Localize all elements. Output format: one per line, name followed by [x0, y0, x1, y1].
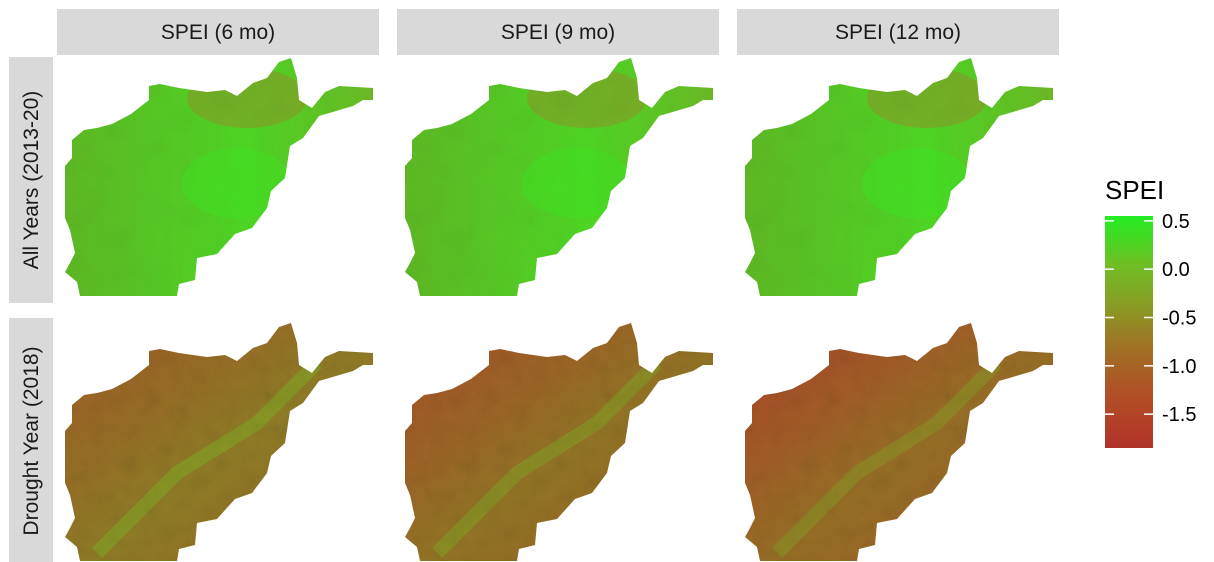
legend-tick-label: -1.0	[1162, 356, 1196, 378]
strip-background	[397, 9, 719, 55]
row-strip-1: All Years (2013-20)	[9, 57, 53, 303]
strip-background	[9, 57, 53, 303]
legend-tick-label: 0.5	[1162, 211, 1190, 233]
row-label: All Years (2013-20)	[20, 91, 43, 270]
row-label: Drought Year (2018)	[20, 346, 43, 535]
column-label: SPEI (9 mo)	[501, 21, 615, 44]
strip-background	[57, 9, 379, 55]
map-panel-r2-c3	[745, 323, 1053, 561]
strip-background	[737, 9, 1059, 55]
map-panels	[65, 58, 1053, 561]
row-strips: All Years (2013-20) Drought Year (2018)	[9, 57, 53, 562]
column-label: SPEI (12 mo)	[835, 21, 961, 44]
map-panel-r1-c1	[65, 58, 373, 296]
row-strip-2: Drought Year (2018)	[9, 318, 53, 562]
raster-texture	[745, 323, 1053, 561]
legend-tick-label: 0.0	[1162, 259, 1190, 281]
column-strips: SPEI (6 mo) SPEI (9 mo) SPEI (12 mo)	[57, 9, 1059, 55]
legend-title: SPEI	[1105, 175, 1164, 205]
column-strip-3: SPEI (12 mo)	[737, 9, 1059, 55]
legend-ticks: 0.5 0.0 -0.5 -1.0 -1.5	[1105, 211, 1196, 426]
legend: SPEI 0.5 0.0 -0.5 -1.0 -1.5	[1105, 175, 1196, 448]
map-panel-r2-c2	[405, 323, 713, 561]
legend-tick-label: -0.5	[1162, 308, 1196, 330]
raster-texture	[65, 58, 373, 296]
raster-texture	[405, 58, 713, 296]
map-panel-r1-c2	[405, 58, 713, 296]
map-panel-r2-c1	[65, 323, 373, 561]
raster-texture	[65, 323, 373, 561]
column-label: SPEI (6 mo)	[161, 21, 275, 44]
column-strip-1: SPEI (6 mo)	[57, 9, 379, 55]
strip-background	[9, 318, 53, 562]
legend-colorbar	[1105, 216, 1153, 448]
raster-texture	[405, 323, 713, 561]
map-panel-r1-c3	[745, 58, 1053, 296]
column-strip-2: SPEI (9 mo)	[397, 9, 719, 55]
legend-tick-label: -1.5	[1162, 404, 1196, 426]
raster-texture	[745, 58, 1053, 296]
